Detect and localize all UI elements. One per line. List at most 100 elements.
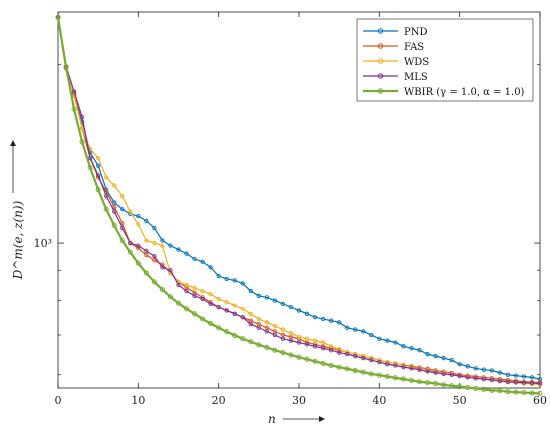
data-point [320,316,326,322]
data-point [481,376,486,382]
y-axis-label: D^m(e, z(n)) [11,200,25,280]
data-point [224,300,229,305]
data-point [79,139,85,145]
legend-marker [377,88,384,94]
data-point [248,311,253,316]
data-point [208,265,213,270]
x-tick-label: 50 [453,394,467,407]
data-point [160,265,165,270]
data-point [192,293,197,298]
data-point [143,270,149,276]
data-point [176,247,181,252]
data-point [112,209,117,214]
data-point [55,14,61,20]
x-tick-label: 10 [131,394,145,407]
y-axis-arrow [10,140,16,193]
data-point [489,368,494,373]
data-point [144,248,149,254]
data-point [360,369,366,375]
data-point [151,279,157,285]
data-point [280,301,286,306]
data-point [537,390,543,397]
data-point [529,380,535,386]
data-point [393,340,398,345]
data-point [152,254,157,259]
data-point [441,382,447,388]
data-point [120,225,125,231]
data-point [184,288,189,294]
data-point [184,251,189,256]
data-point [167,294,174,300]
data-point [336,364,342,370]
legend-label: FAS [404,42,424,53]
data-point [160,238,165,243]
data-point [328,362,334,369]
data-point [184,282,189,288]
data-point [312,344,318,349]
data-point [296,308,302,313]
data-point [128,209,133,214]
data-point [256,316,261,322]
data-point [96,163,101,168]
data-point [136,243,141,248]
data-point [200,296,205,302]
data-point [272,347,278,353]
data-point [409,346,414,351]
x-tick-label: 60 [533,394,547,407]
data-point [136,213,141,219]
data-point [200,316,206,322]
data-point [256,342,262,348]
data-point [401,365,406,370]
data-point [497,378,502,384]
legend-marker [377,43,384,49]
data-point [513,389,519,395]
data-point [481,386,487,392]
data-point [120,207,125,212]
data-point [63,64,69,70]
data-point [376,372,382,378]
data-point [128,240,133,246]
data-point [288,304,294,310]
axis-ticks: 0 10 20 30 40 50 60 10³ [34,12,547,407]
data-point [232,332,238,338]
x-tick-label: 40 [372,394,386,407]
data-point [144,252,149,258]
series-line [57,17,541,380]
data-point [424,380,431,386]
data-point [136,222,141,227]
y-tick-label: 10³ [34,237,52,250]
data-point [465,384,471,391]
data-point [216,273,221,279]
data-point [368,371,374,377]
data-point [497,370,502,375]
data-point [425,351,430,357]
data-point [361,329,366,334]
data-point [416,379,423,385]
data-point [449,383,455,389]
data-point [465,375,470,380]
data-point [345,351,350,357]
series-layer [55,14,543,397]
data-point [168,268,173,273]
data-point [505,372,511,377]
legend-label: MLS [404,72,428,83]
data-point [328,348,334,353]
data-point [433,370,438,375]
data-point [232,311,237,316]
data-point [392,375,398,381]
x-axis-label: n [268,412,276,426]
data-point [312,358,318,364]
data-point [296,334,302,340]
data-point [384,373,390,380]
data-point [111,223,117,229]
data-point [152,240,157,246]
data-point [248,288,253,294]
data-point [208,301,213,306]
data-point [183,306,190,312]
data-point [87,165,93,171]
data-point [457,373,462,379]
data-point [96,173,101,178]
x-tick-label: 30 [292,394,306,407]
data-point [328,318,334,323]
data-point [505,389,511,395]
